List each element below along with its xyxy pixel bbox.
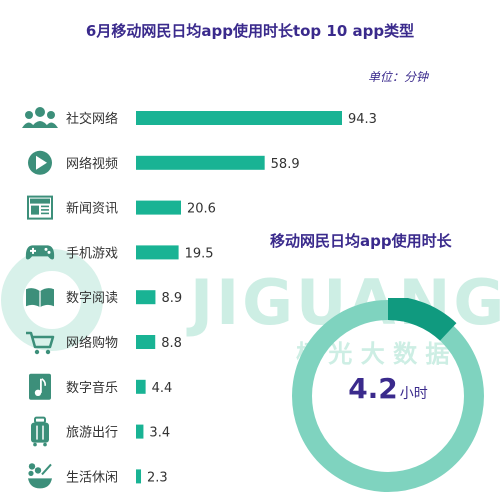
bar-value-label: 20.6 [187,202,216,217]
bar-value-label: 4.4 [152,381,173,396]
category-label: 数字音乐 [66,380,118,396]
leisure-icon [28,463,52,489]
bar [136,200,182,215]
bar-row: 网络购物 8.8 [26,331,182,355]
bar [136,245,179,260]
bar-value-label: 2.3 [147,470,168,485]
bar [136,335,156,349]
bar-row: 生活休闲 2.3 [28,463,168,489]
bar [136,111,342,125]
donut-center: 4.2 小时 [290,372,486,405]
category-label: 生活休闲 [66,470,118,485]
bar [136,290,156,305]
unit-label: 单位：分钟 [368,70,429,84]
donut-highlight-segment [388,298,457,341]
bar-value-label: 3.4 [149,426,170,441]
bar [136,379,146,394]
music-icon [29,373,51,400]
category-label: 数字阅读 [66,291,118,306]
bar [136,155,265,170]
news-icon [27,195,53,220]
category-label: 社交网络 [66,111,118,127]
cart-icon [26,331,55,355]
donut-chart [292,298,484,492]
bar-value-label: 94.3 [348,112,377,127]
category-label: 网络购物 [66,335,118,351]
donut-unit: 小时 [399,386,428,402]
donut-title: 移动网民日均app使用时长 [270,232,452,250]
bar-row: 旅游出行 3.4 [31,416,170,447]
bar-value-label: 58.9 [271,157,300,172]
bar-row: 网络视频 58.9 [28,150,300,175]
luggage-icon [31,416,49,447]
bar-value-label: 19.5 [185,246,214,261]
bar-row: 数字音乐 4.4 [29,373,173,400]
gamepad-icon [25,245,55,260]
chart-title: 6月移动网民日均app使用时长top 10 app类型 [85,22,415,40]
category-label: 网络视频 [66,156,118,172]
bar-row: 手机游戏 19.5 [25,245,214,261]
book-icon [26,288,54,308]
category-label: 旅游出行 [66,426,118,441]
bar-value-label: 8.8 [161,336,182,351]
bar-row: 社交网络 94.3 [22,107,377,128]
people-icon [22,107,58,128]
bar-value-label: 8.9 [161,291,182,306]
bar-row: 新闻资讯 20.6 [27,195,216,220]
bar [136,469,142,484]
category-label: 手机游戏 [66,246,118,261]
category-label: 新闻资讯 [66,201,118,217]
bar-row: 数字阅读 8.9 [26,288,182,308]
bar [136,424,144,439]
play-icon [28,150,52,175]
donut-value: 4.2 [348,372,398,405]
